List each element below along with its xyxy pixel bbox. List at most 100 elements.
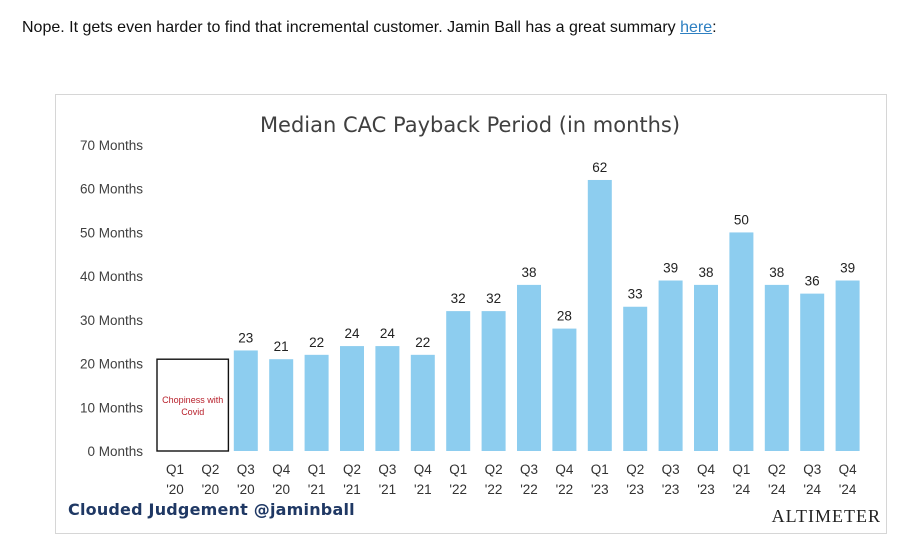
y-tick-label: 40 Months bbox=[80, 269, 143, 284]
x-tick-year: '21 bbox=[308, 482, 326, 497]
y-tick-label: 60 Months bbox=[80, 182, 143, 197]
x-tick-year: '23 bbox=[626, 482, 644, 497]
annotation-box bbox=[156, 358, 230, 452]
x-tick-quarter: Q2 bbox=[343, 462, 361, 477]
x-tick-quarter: Q2 bbox=[485, 462, 503, 477]
bar bbox=[446, 311, 471, 451]
x-tick-year: '23 bbox=[591, 482, 609, 497]
bar bbox=[623, 306, 648, 451]
x-tick-quarter: Q3 bbox=[803, 462, 821, 477]
x-tick-year: '22 bbox=[556, 482, 574, 497]
bar-value-label: 38 bbox=[521, 265, 536, 280]
x-tick-year: '23 bbox=[662, 482, 680, 497]
bar-value-label: 21 bbox=[274, 339, 289, 354]
x-tick-year: '24 bbox=[803, 482, 821, 497]
x-tick-year: '22 bbox=[485, 482, 503, 497]
x-tick-quarter: Q3 bbox=[378, 462, 396, 477]
bar-value-label: 24 bbox=[344, 326, 360, 341]
x-tick-quarter: Q1 bbox=[166, 462, 184, 477]
x-tick-year: '23 bbox=[697, 482, 715, 497]
x-tick-quarter: Q4 bbox=[414, 462, 433, 477]
bar bbox=[269, 359, 294, 451]
intro-paragraph: Nope. It gets even harder to find that i… bbox=[22, 18, 717, 38]
x-tick-quarter: Q1 bbox=[732, 462, 750, 477]
bar bbox=[800, 293, 825, 451]
x-tick-quarter: Q3 bbox=[237, 462, 255, 477]
bar-value-label: 28 bbox=[557, 309, 572, 324]
x-tick-year: '20 bbox=[237, 482, 255, 497]
bar-value-label: 24 bbox=[380, 326, 396, 341]
x-axis: Q1 '20 Q2 '20 Q3 '20 Q4 '20 Q1 '21 Q2 '21 Q3 '21 Q4 '21… bbox=[166, 462, 857, 497]
x-tick-year: '20 bbox=[166, 482, 184, 497]
intro-colon: : bbox=[712, 19, 717, 36]
x-tick-quarter: Q4 bbox=[839, 462, 858, 477]
x-tick-year: '21 bbox=[379, 482, 397, 497]
x-tick-quarter: Q2 bbox=[201, 462, 219, 477]
x-tick-year: '24 bbox=[733, 482, 751, 497]
y-tick-label: 10 Months bbox=[80, 400, 143, 415]
bar bbox=[375, 346, 400, 451]
covid-annotation: Chopiness with Covid bbox=[156, 358, 230, 452]
x-tick-quarter: Q3 bbox=[520, 462, 538, 477]
bars bbox=[233, 179, 860, 451]
x-tick-year: '20 bbox=[272, 482, 290, 497]
bar bbox=[340, 346, 364, 451]
summary-link[interactable]: here bbox=[680, 19, 713, 36]
bar-value-label: 39 bbox=[840, 261, 855, 276]
x-tick-year: '21 bbox=[343, 482, 361, 497]
bar-value-label: 33 bbox=[628, 287, 643, 302]
x-tick-year: '22 bbox=[520, 482, 538, 497]
x-tick-quarter: Q1 bbox=[449, 462, 467, 477]
bar bbox=[552, 328, 577, 451]
altimeter-logo: Altimeter bbox=[771, 506, 881, 526]
bar-value-label: 32 bbox=[451, 291, 466, 306]
bar-value-label: 23 bbox=[238, 330, 253, 345]
x-tick-quarter: Q4 bbox=[555, 462, 574, 477]
bar bbox=[517, 284, 541, 451]
y-tick-label: 30 Months bbox=[80, 313, 143, 328]
bar-value-label: 50 bbox=[734, 212, 749, 227]
bar bbox=[658, 280, 683, 451]
bar bbox=[694, 284, 718, 451]
y-tick-label: 50 Months bbox=[80, 225, 143, 240]
x-tick-year: '24 bbox=[768, 482, 786, 497]
bar bbox=[481, 311, 506, 451]
chart-title: Median CAC Payback Period (in months) bbox=[260, 113, 680, 137]
bar bbox=[233, 350, 258, 451]
credit-label: Clouded Judgement @jaminball bbox=[68, 500, 355, 519]
x-tick-year: '24 bbox=[839, 482, 857, 497]
bar bbox=[410, 354, 435, 451]
bar bbox=[764, 284, 789, 451]
x-tick-year: '21 bbox=[414, 482, 432, 497]
bar-value-label: 22 bbox=[309, 335, 324, 350]
bar-value-label: 32 bbox=[486, 291, 501, 306]
y-axis: 0 Months 10 Months 20 Months 30 Months 40 Mo… bbox=[80, 138, 143, 459]
bar-value-label: 62 bbox=[592, 160, 607, 175]
bar-value-label: 36 bbox=[805, 274, 820, 289]
x-tick-quarter: Q1 bbox=[308, 462, 326, 477]
x-tick-year: '22 bbox=[449, 482, 467, 497]
x-tick-quarter: Q2 bbox=[626, 462, 644, 477]
x-tick-quarter: Q2 bbox=[768, 462, 786, 477]
bar-value-label: 39 bbox=[663, 261, 678, 276]
annotation-text-line2: Covid bbox=[181, 407, 204, 417]
x-tick-quarter: Q4 bbox=[697, 462, 716, 477]
y-tick-label: 70 Months bbox=[80, 138, 143, 153]
bar bbox=[729, 232, 754, 451]
x-tick-quarter: Q1 bbox=[591, 462, 609, 477]
bar bbox=[835, 280, 860, 451]
annotation-text-line1: Chopiness with bbox=[162, 395, 223, 405]
intro-text: Nope. It gets even harder to find that i… bbox=[22, 19, 681, 36]
y-tick-label: 20 Months bbox=[80, 357, 143, 372]
x-tick-year: '20 bbox=[202, 482, 220, 497]
x-tick-quarter: Q4 bbox=[272, 462, 291, 477]
y-tick-label: 0 Months bbox=[87, 444, 143, 459]
bar bbox=[587, 179, 612, 451]
bar-labels: 23 21 22 24 24 22 32 32 38 28 62 33 39 38 50 38 36 39 bbox=[238, 160, 855, 354]
bar-value-label: 22 bbox=[415, 335, 430, 350]
x-tick-quarter: Q3 bbox=[662, 462, 680, 477]
bar-value-label: 38 bbox=[698, 265, 713, 280]
bar-value-label: 38 bbox=[769, 265, 784, 280]
bar bbox=[304, 354, 329, 451]
